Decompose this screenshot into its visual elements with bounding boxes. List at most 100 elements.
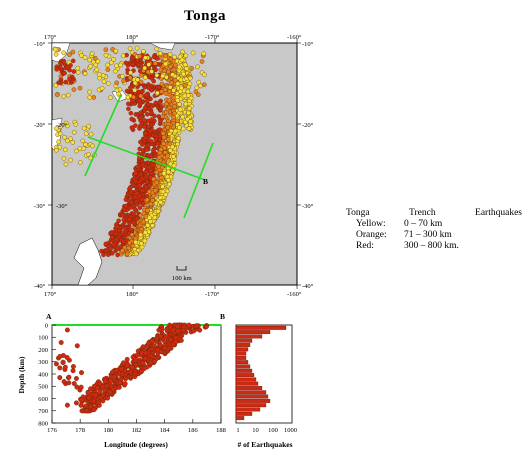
earthquake-dot (123, 197, 129, 202)
earthquake-dot (71, 87, 77, 92)
earthquake-dot (153, 67, 158, 73)
depth-tick-label: 300 (38, 359, 48, 366)
section-quake-dot (173, 339, 179, 345)
earthquake-dot (133, 123, 138, 128)
earthquake-dot (134, 45, 140, 51)
earthquake-dot (129, 116, 135, 122)
histogram-bar (235, 351, 247, 356)
section-quake-dot (57, 375, 63, 381)
histogram-bar (235, 330, 271, 335)
section-quake-dot (86, 395, 92, 401)
earthquake-dot (52, 47, 58, 52)
earthquake-dot (155, 90, 160, 96)
earthquake-dot (108, 95, 113, 100)
earthquake-dot (120, 73, 125, 79)
longitude-xticks: 176 178 180 182 184 186 188 (47, 419, 226, 434)
legend-range: 300 – 800 km. (404, 241, 459, 251)
earthquake-dot (138, 123, 143, 129)
section-quake-dot (73, 400, 79, 406)
section-quake-dot (121, 360, 126, 366)
earthquake-dot (62, 135, 67, 140)
section-quake-dot (79, 397, 85, 403)
earthquake-dots (52, 45, 207, 258)
section-quake-dot (100, 384, 106, 390)
earthquake-dot (157, 134, 163, 139)
histogram-tick-label: 10 (252, 427, 259, 434)
earthquake-dot (155, 141, 160, 146)
earthquake-dot (159, 81, 165, 87)
earthquake-dot (156, 85, 162, 90)
earthquake-dot (146, 62, 151, 67)
earthquake-dot (134, 216, 140, 221)
earthquake-dot (134, 202, 140, 207)
earthquake-dot (171, 154, 176, 159)
earthquake-dot (62, 147, 68, 153)
histogram-bar (235, 355, 247, 360)
section-quake-dot (86, 390, 91, 396)
earthquake-dot (113, 68, 118, 74)
profile-line-a-b (84, 94, 214, 219)
earthquake-dot (171, 67, 177, 73)
earthquake-dot (58, 124, 63, 129)
earthquake-dot (187, 106, 192, 111)
earthquake-dot (179, 57, 185, 63)
earthquake-dot (128, 110, 134, 116)
earthquake-dot (167, 181, 172, 187)
section-quake-dot (163, 334, 169, 340)
earthquake-dot (63, 120, 69, 126)
earthquake-dot (133, 178, 138, 184)
land-new-zealand (73, 237, 103, 286)
earthquake-dot (171, 88, 176, 93)
earthquake-dot (138, 115, 143, 120)
histogram-bar (235, 343, 251, 347)
section-quake-dot (142, 356, 148, 362)
section-quake-dot (70, 368, 76, 374)
earthquake-dot (151, 176, 156, 182)
earthquake-dot (128, 184, 134, 190)
longitude-tick-label: 180 (103, 427, 113, 434)
section-quake-dot (175, 324, 180, 330)
earthquake-dot (159, 175, 164, 180)
earthquake-dot (144, 197, 150, 203)
section-quake-dot (133, 357, 138, 363)
legend-range: 0 – 70 km (404, 219, 443, 229)
earthquake-dot (166, 169, 171, 175)
section-quake-dot (66, 380, 72, 386)
earthquake-dot (61, 156, 67, 161)
earthquake-dot (139, 197, 144, 202)
depth-tick-label: 400 (38, 371, 48, 378)
section-corner-a: A (46, 312, 52, 321)
section-quake-dot (110, 369, 116, 375)
depth-axis-label: Depth (km) (17, 356, 26, 393)
earthquake-dot (143, 135, 148, 141)
histogram-bar (235, 386, 263, 390)
section-quake-dot (151, 343, 157, 349)
earthquake-dot (120, 248, 125, 253)
legend-title: Tonga Trench Earthquakes (346, 208, 522, 219)
earthquake-dot (156, 164, 161, 170)
section-corner-b: B (220, 312, 225, 321)
histogram-bar (235, 368, 253, 373)
earthquake-dot (103, 248, 109, 254)
section-quake-dot (105, 395, 110, 401)
earthquake-dot (103, 52, 109, 58)
earthquake-dot (70, 58, 76, 64)
histogram-tick-label: 1000 (284, 427, 297, 434)
legend-label: Orange: (356, 230, 387, 240)
histogram-bar (235, 394, 269, 399)
earthquake-dot (67, 52, 72, 57)
histogram-bar (235, 360, 249, 365)
section-quake-dot (91, 407, 97, 413)
earthquake-dot (145, 112, 150, 117)
earthquake-dot (150, 198, 155, 203)
earthquake-dot (166, 69, 171, 74)
earthquake-dot (99, 85, 105, 91)
earthquake-dot (128, 75, 133, 81)
earthquake-dot (65, 138, 70, 144)
earthquake-dot (159, 104, 164, 109)
earthquake-dot (180, 114, 185, 120)
earthquake-dot (119, 231, 125, 236)
longitude-tick-label: 184 (160, 427, 171, 434)
earthquake-dot (160, 131, 166, 136)
section-quake-dot (88, 404, 93, 410)
